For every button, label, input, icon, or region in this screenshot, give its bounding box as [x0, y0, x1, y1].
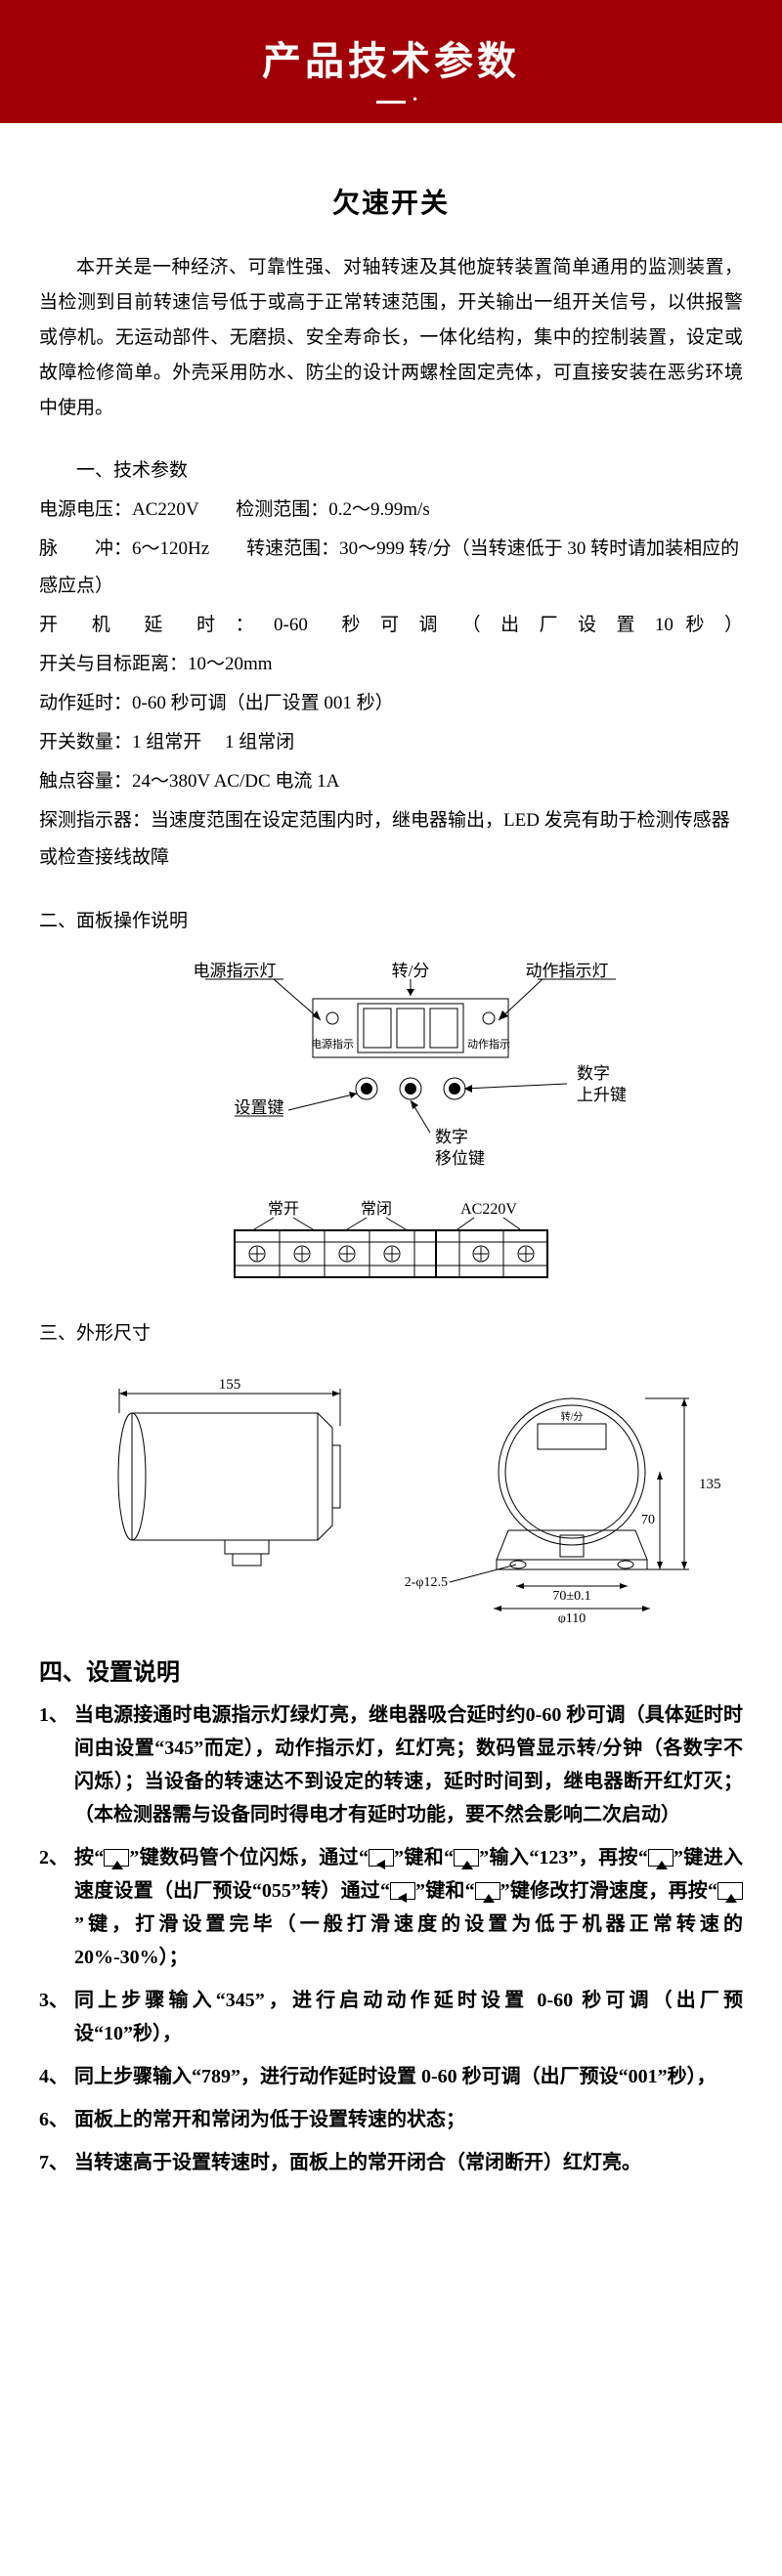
triangle-left-icon — [390, 1882, 415, 1900]
dim-height: 135 — [699, 1477, 721, 1492]
header-banner: 产品技术参数 — [0, 0, 782, 123]
item-text: 当转速高于设置转速时，面板上的常开闭合（常闭断开）红灯亮。 — [74, 2152, 641, 2173]
label-power-small: 电源指示 — [311, 1037, 354, 1051]
triangle-up-icon — [475, 1882, 500, 1900]
label-set-key: 设置键 — [235, 1098, 284, 1117]
spec-line: 脉 冲：6～120Hz 转速范围：30～999 转/分（当转速低于 30 转时请… — [39, 531, 743, 605]
dim-base-width: 70±0.1 — [552, 1589, 590, 1604]
item-num: 6、 — [39, 2103, 68, 2136]
list-item: 6、 面板上的常开和常闭为低于设置转速的状态； — [74, 2103, 743, 2136]
dim-holes: 2-φ12.5 — [405, 1575, 448, 1590]
spec-line: 电源电压：AC220V 检测范围：0.2～9.99m/s — [39, 492, 743, 529]
dimension-diagram: 155 转/分 135 70 70±0. — [59, 1359, 723, 1623]
dim-70: 70 — [641, 1513, 655, 1527]
item-text-part: ”键修改打滑速度，再按“ — [500, 1880, 717, 1902]
item-text: 同上步骤输入“345”，进行启动动作延时设置 0-60 秒可调（出厂预设“10”… — [74, 1990, 743, 2044]
section-panel-heading: 二、面板操作说明 — [39, 906, 743, 932]
panel-svg: 电源指示灯 转/分 动作指示灯 电源指示 — [117, 952, 665, 1177]
item-num: 1、 — [39, 1698, 68, 1732]
item-text: 同上步骤输入“789”，进行动作延时设置 0-60 秒可调（出厂预设“001”秒… — [74, 2066, 717, 2087]
terminal-diagram: 常开 常闭 AC220V — [215, 1196, 567, 1289]
spec-line: 触点容量：24～380V AC/DC 电流 1A — [39, 763, 743, 800]
item-text: 面板上的常开和常闭为低于设置转速的状态； — [74, 2109, 465, 2130]
list-item: 7、 当转速高于设置转速时，面板上的常开闭合（常闭断开）红灯亮。 — [74, 2146, 743, 2179]
list-item: 2、 按“”键数码管个位闪烁，通过“”键和“”输入“123”，再按“”键进入速度… — [74, 1841, 743, 1974]
section-tech-heading: 一、技术参数 — [39, 455, 743, 482]
svg-text:移位键: 移位键 — [435, 1149, 485, 1168]
label-rpm: 转/分 — [392, 962, 430, 980]
item-num: 7、 — [39, 2146, 68, 2179]
label-no: 常开 — [268, 1200, 299, 1218]
item-text-part: ”输入“123”，再按“ — [479, 1847, 648, 1868]
triangle-up-icon — [104, 1849, 129, 1867]
item-num: 2、 — [39, 1841, 68, 1874]
label-power-ac: AC220V — [460, 1201, 517, 1218]
list-item: 4、 同上步骤输入“789”，进行动作延时设置 0-60 秒可调（出厂预设“00… — [74, 2060, 743, 2093]
section-settings-heading: 四、设置说明 — [39, 1653, 743, 1687]
spec-boot-delay: 开 机 延 时 ： 0-60 秒 可 调 （ 出 厂 设 置 10 秒 ） — [39, 607, 743, 644]
dim-length: 155 — [219, 1377, 241, 1393]
item-text-part: ”键，打滑设置完毕（一般打滑速度的设置为低于机器正常转速的 20%-30%）； — [74, 1913, 743, 1968]
item-text-part: ”键和“ — [394, 1847, 454, 1868]
item-text: 当电源接通时电源指示灯绿灯亮，继电器吸合延时约0-60 秒可调（具体延时时间由设… — [74, 1704, 743, 1825]
label-nc: 常闭 — [361, 1200, 392, 1218]
triangle-up-icon — [717, 1882, 743, 1900]
dim-diameter: φ110 — [558, 1611, 586, 1623]
svg-text:上升键: 上升键 — [577, 1086, 627, 1104]
triangle-up-icon — [648, 1849, 673, 1867]
label-action-small: 动作指示 — [467, 1037, 510, 1051]
triangle-up-icon — [454, 1849, 479, 1867]
svg-text:转/分: 转/分 — [561, 1410, 584, 1423]
header-divider — [376, 101, 406, 104]
label-action-led: 动作指示灯 — [526, 962, 609, 980]
content-wrap: 欠速开关 本开关是一种经济、可靠性强、对轴转速及其他旋转装置简单通用的监测装置，… — [0, 123, 782, 2218]
label-digit-up: 数字 — [577, 1064, 610, 1083]
item-num: 3、 — [39, 1984, 68, 2017]
item-text-part: ”键和“ — [415, 1880, 475, 1902]
item-num: 4、 — [39, 2060, 68, 2093]
product-intro: 本开关是一种经济、可靠性强、对轴转速及其他旋转装置简单通用的监测装置，当检测到目… — [39, 250, 743, 426]
svg-text:数字: 数字 — [435, 1128, 468, 1146]
spec-line: 开关数量：1 组常开 1 组常闭 — [39, 724, 743, 761]
label-power-led: 电源指示灯 — [194, 962, 277, 980]
item-text-part: ”键数码管个位闪烁，通过“ — [129, 1847, 369, 1868]
section-dimension-heading: 三、外形尺寸 — [39, 1318, 743, 1345]
triangle-left-icon — [369, 1849, 394, 1867]
panel-diagram: 电源指示灯 转/分 动作指示灯 电源指示 — [39, 952, 743, 1289]
product-name: 欠速开关 — [39, 182, 743, 221]
list-item: 1、 当电源接通时电源指示灯绿灯亮，继电器吸合延时约0-60 秒可调（具体延时时… — [74, 1698, 743, 1831]
settings-list: 1、 当电源接通时电源指示灯绿灯亮，继电器吸合延时约0-60 秒可调（具体延时时… — [39, 1698, 743, 2179]
header-title: 产品技术参数 — [0, 29, 782, 86]
spec-line: 动作延时：0-60 秒可调（出厂设置 001 秒） — [39, 685, 743, 722]
list-item: 3、 同上步骤输入“345”，进行启动动作延时设置 0-60 秒可调（出厂预设“… — [74, 1984, 743, 2050]
spec-line: 探测指示器：当速度范围在设定范围内时，继电器输出，LED 发亮有助于检测传感器或… — [39, 802, 743, 877]
spec-line: 开关与目标距离：10～20mm — [39, 646, 743, 683]
item-text-part: 按“ — [74, 1847, 104, 1868]
